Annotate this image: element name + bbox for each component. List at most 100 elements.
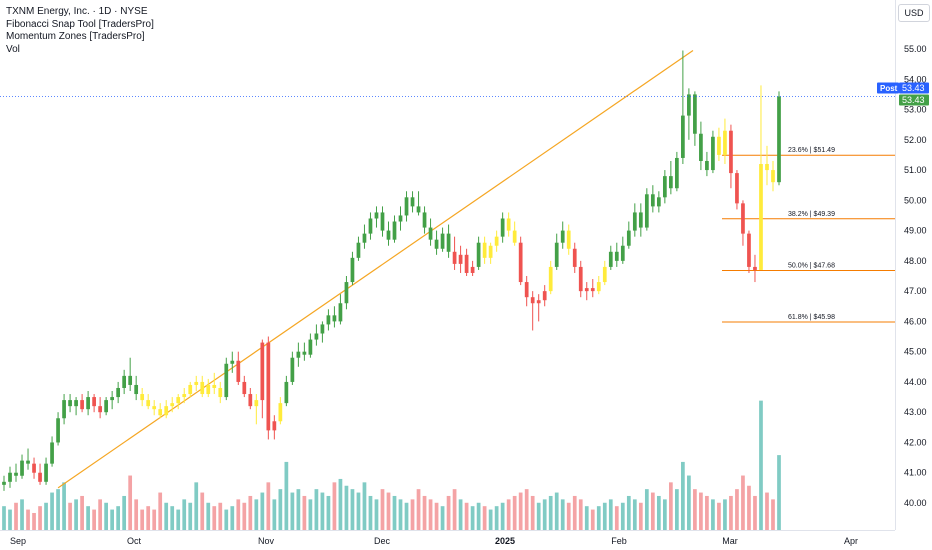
candle-body[interactable] <box>482 242 487 258</box>
candle-body[interactable] <box>644 194 649 228</box>
candle-body[interactable] <box>524 282 529 298</box>
candle-body[interactable] <box>693 94 697 134</box>
candle-body[interactable] <box>182 394 187 398</box>
candle-body[interactable] <box>494 236 499 246</box>
candle-body[interactable] <box>729 130 733 174</box>
candle-body[interactable] <box>602 266 607 283</box>
candle-body[interactable] <box>434 239 439 249</box>
candle-body[interactable] <box>314 333 319 340</box>
candle-body[interactable] <box>140 394 145 401</box>
candle-body[interactable] <box>566 230 571 249</box>
currency-button[interactable]: USD <box>898 4 930 22</box>
candle-body[interactable] <box>338 303 343 322</box>
candle-body[interactable] <box>200 381 205 395</box>
candle-body[interactable] <box>176 397 181 404</box>
candle-body[interactable] <box>705 160 709 171</box>
candle-body[interactable] <box>572 248 577 267</box>
candle-body[interactable] <box>62 400 66 419</box>
candle-body[interactable] <box>614 251 619 261</box>
candle-body[interactable] <box>296 351 301 358</box>
candle-body[interactable] <box>50 442 54 464</box>
candle-body[interactable] <box>488 245 493 258</box>
candle-body[interactable] <box>410 197 415 207</box>
candle-body[interactable] <box>560 230 565 243</box>
candle-body[interactable] <box>104 400 108 413</box>
candle-body[interactable] <box>386 230 391 240</box>
candle-body[interactable] <box>753 266 757 270</box>
candle-body[interactable] <box>308 339 313 355</box>
candle-body[interactable] <box>26 460 30 464</box>
candle-body[interactable] <box>152 406 157 410</box>
candle-body[interactable] <box>584 288 589 292</box>
candle-body[interactable] <box>32 463 36 473</box>
candle-body[interactable] <box>687 94 691 116</box>
indicator-momentum[interactable]: Momentum Zones [TradersPro] <box>6 31 145 42</box>
candle-body[interactable] <box>422 212 427 228</box>
symbol-title[interactable]: TXNM Energy, Inc. · 1D · NYSE <box>6 6 148 17</box>
candle-body[interactable] <box>20 460 24 476</box>
candle-body[interactable] <box>662 176 667 198</box>
candle-body[interactable] <box>110 397 115 401</box>
candle-body[interactable] <box>681 115 685 158</box>
candle-body[interactable] <box>542 291 547 301</box>
candle-body[interactable] <box>398 215 403 222</box>
candle-body[interactable] <box>416 206 421 213</box>
candle-body[interactable] <box>548 266 553 292</box>
candle-body[interactable] <box>122 375 127 388</box>
candle-body[interactable] <box>38 472 42 482</box>
candle-body[interactable] <box>374 212 379 219</box>
candle-body[interactable] <box>741 203 745 234</box>
candle-body[interactable] <box>128 375 133 385</box>
candle-body[interactable] <box>74 400 78 407</box>
candle-body[interactable] <box>158 409 163 416</box>
candle-body[interactable] <box>765 164 769 171</box>
candle-body[interactable] <box>134 384 139 395</box>
candle-body[interactable] <box>735 173 739 204</box>
candle-body[interactable] <box>56 418 60 443</box>
candle-body[interactable] <box>368 218 373 234</box>
candle-body[interactable] <box>675 157 679 189</box>
candle-body[interactable] <box>266 342 271 431</box>
candle-body[interactable] <box>476 242 481 267</box>
candle-body[interactable] <box>242 381 247 395</box>
candle-body[interactable] <box>650 194 655 207</box>
candle-body[interactable] <box>632 212 637 231</box>
candle-body[interactable] <box>284 381 289 404</box>
candle-body[interactable] <box>428 227 433 240</box>
candle-body[interactable] <box>236 360 241 382</box>
candle-body[interactable] <box>80 400 84 410</box>
candle-body[interactable] <box>356 242 361 258</box>
candle-body[interactable] <box>656 197 661 207</box>
candle-body[interactable] <box>440 233 445 249</box>
candle-body[interactable] <box>362 233 367 243</box>
candle-body[interactable] <box>326 315 331 325</box>
candle-body[interactable] <box>224 363 229 398</box>
candle-body[interactable] <box>771 170 775 183</box>
candle-body[interactable] <box>272 421 277 431</box>
candle-body[interactable] <box>164 406 169 416</box>
candle-body[interactable] <box>170 403 175 407</box>
candle-body[interactable] <box>506 218 511 231</box>
candle-body[interactable] <box>518 242 523 283</box>
candle-body[interactable] <box>44 463 48 482</box>
candle-body[interactable] <box>212 384 217 388</box>
candle-body[interactable] <box>230 360 235 364</box>
candle-body[interactable] <box>626 230 631 246</box>
candle-body[interactable] <box>188 384 193 395</box>
candle-body[interactable] <box>68 400 72 407</box>
candle-body[interactable] <box>699 133 703 161</box>
candle-body[interactable] <box>254 400 259 407</box>
candle-body[interactable] <box>332 315 337 322</box>
time-axis[interactable]: Sep Oct Nov Dec 2025 Feb Mar Apr <box>10 536 858 546</box>
candle-body[interactable] <box>260 342 265 401</box>
trend-line[interactable] <box>57 50 694 489</box>
indicator-fibonacci[interactable]: Fibonacci Snap Tool [TradersPro] <box>6 18 154 30</box>
candle-body[interactable] <box>98 406 102 413</box>
candle-body[interactable] <box>86 397 90 410</box>
candles[interactable] <box>2 50 781 491</box>
candle-body[interactable] <box>638 212 643 228</box>
candle-body[interactable] <box>2 481 6 485</box>
candle-body[interactable] <box>452 251 457 264</box>
candle-body[interactable] <box>512 230 517 243</box>
